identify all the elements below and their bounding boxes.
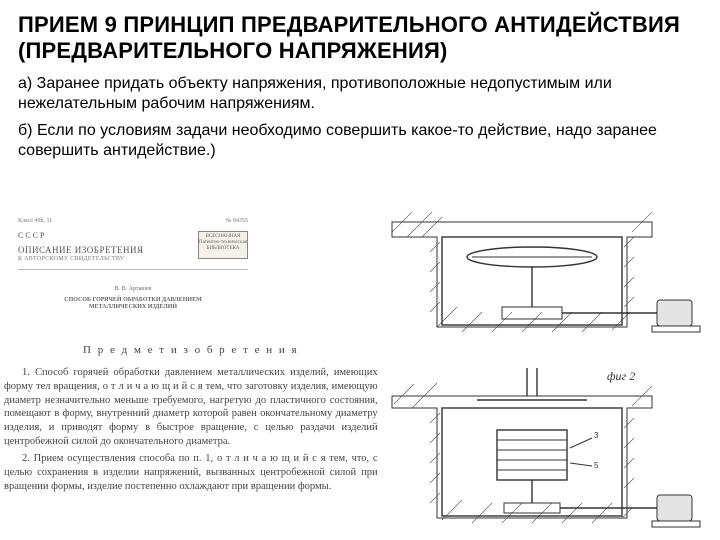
library-stamp: ВСЕСОЮЗНАЯ Патентно-техническая БИБЛИОТЕ…: [198, 231, 248, 259]
patent-author: В. В. Арташев: [18, 286, 248, 293]
slide-page: ПРИЕМ 9 ПРИНЦИП ПРЕДВАРИТЕЛЬНОГО АНТИДЕЙ…: [0, 0, 720, 540]
figure-2-label: фиг 2: [607, 369, 635, 383]
drawings-column: фиг 2: [382, 218, 720, 538]
patent-body: П р е д м е т и з о б р е т е н и я 1. С…: [4, 343, 378, 497]
svg-text:3: 3: [594, 431, 599, 440]
patent-column: Класс 49h, 11 № 84355 СССР ОПИСАНИЕ ИЗОБ…: [0, 218, 382, 538]
patent-p1: 1. Способ горячей обработки давлением ме…: [4, 366, 378, 450]
patent-title2: К АВТОРСКОМУ СВИДЕТЕЛЬСТВУ: [18, 256, 190, 263]
patent-number: № 84355: [226, 218, 248, 225]
patent-country: СССР: [18, 231, 190, 241]
figure-row: Класс 49h, 11 № 84355 СССР ОПИСАНИЕ ИЗОБ…: [0, 218, 720, 538]
slide-title: ПРИЕМ 9 ПРИНЦИП ПРЕДВАРИТЕЛЬНОГО АНТИДЕЙ…: [18, 12, 702, 64]
slide-body-b: б) Если по условиям задачи необходимо со…: [18, 121, 702, 162]
patent-predmet: П р е д м е т и з о б р е т е н и я: [4, 343, 378, 358]
patent-header: Класс 49h, 11 № 84355 СССР ОПИСАНИЕ ИЗОБ…: [18, 218, 248, 330]
stamp-l3: БИБЛИОТЕКА: [199, 246, 247, 252]
figure-2: фиг 2: [382, 368, 712, 540]
figure-1: [382, 212, 712, 362]
patent-p2: 2. Прием осуществления способа по п. 1, …: [4, 452, 378, 494]
patent-klass: Класс 49h, 11: [18, 218, 52, 225]
slide-body-a: а) Заранее придать объекту напряжения, п…: [18, 74, 702, 115]
patent-name2: МЕТАЛЛИЧЕСКИХ ИЗДЕЛИЙ: [18, 304, 248, 311]
svg-text:5: 5: [594, 461, 599, 470]
patent-title1: ОПИСАНИЕ ИЗОБРЕТЕНИЯ: [18, 245, 190, 256]
